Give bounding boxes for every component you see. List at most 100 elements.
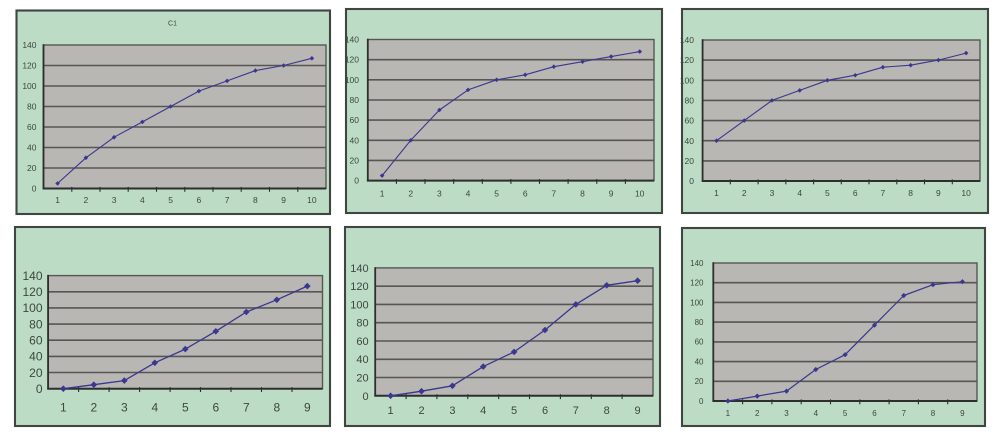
svg-text:140: 140 bbox=[350, 263, 368, 275]
svg-text:120: 120 bbox=[680, 55, 694, 65]
svg-text:40: 40 bbox=[29, 350, 43, 364]
svg-text:9: 9 bbox=[304, 400, 311, 414]
svg-text:8: 8 bbox=[931, 409, 936, 418]
svg-text:3: 3 bbox=[112, 195, 117, 205]
svg-text:8: 8 bbox=[604, 405, 610, 417]
svg-text:3: 3 bbox=[784, 409, 789, 418]
svg-text:140: 140 bbox=[22, 269, 42, 283]
svg-text:3: 3 bbox=[449, 405, 455, 417]
svg-text:1: 1 bbox=[60, 400, 67, 414]
svg-text:9: 9 bbox=[281, 195, 286, 205]
svg-text:140: 140 bbox=[345, 35, 359, 45]
svg-text:100: 100 bbox=[680, 75, 694, 85]
svg-text:120: 120 bbox=[350, 281, 368, 293]
svg-text:1: 1 bbox=[388, 405, 394, 417]
svg-text:120: 120 bbox=[345, 55, 359, 65]
svg-text:40: 40 bbox=[685, 136, 695, 146]
svg-text:7: 7 bbox=[573, 405, 579, 417]
svg-text:60: 60 bbox=[350, 115, 360, 125]
svg-text:10: 10 bbox=[307, 195, 317, 205]
svg-text:1: 1 bbox=[380, 189, 385, 199]
svg-text:7: 7 bbox=[225, 195, 230, 205]
svg-text:40: 40 bbox=[27, 143, 37, 153]
svg-text:20: 20 bbox=[27, 163, 37, 173]
svg-text:9: 9 bbox=[960, 409, 965, 418]
svg-text:3: 3 bbox=[770, 188, 775, 198]
svg-text:C1: C1 bbox=[168, 21, 177, 28]
svg-text:0: 0 bbox=[689, 176, 694, 186]
svg-text:9: 9 bbox=[609, 189, 614, 199]
svg-text:2: 2 bbox=[755, 409, 760, 418]
svg-text:0: 0 bbox=[362, 391, 368, 403]
svg-text:2: 2 bbox=[742, 188, 747, 198]
svg-text:100: 100 bbox=[345, 75, 359, 85]
svg-text:100: 100 bbox=[690, 298, 704, 307]
svg-text:60: 60 bbox=[685, 116, 695, 126]
svg-text:8: 8 bbox=[273, 400, 280, 414]
svg-text:140: 140 bbox=[22, 40, 36, 50]
svg-text:120: 120 bbox=[22, 285, 42, 299]
svg-text:100: 100 bbox=[22, 81, 36, 91]
svg-text:5: 5 bbox=[825, 188, 830, 198]
svg-text:60: 60 bbox=[695, 338, 704, 347]
svg-text:4: 4 bbox=[797, 188, 802, 198]
svg-text:9: 9 bbox=[936, 188, 941, 198]
svg-text:80: 80 bbox=[350, 95, 360, 105]
svg-text:6: 6 bbox=[872, 409, 877, 418]
svg-text:3: 3 bbox=[121, 400, 128, 414]
svg-text:0: 0 bbox=[699, 397, 704, 406]
svg-text:100: 100 bbox=[22, 301, 42, 315]
svg-text:80: 80 bbox=[27, 102, 37, 112]
svg-text:5: 5 bbox=[511, 405, 517, 417]
svg-text:80: 80 bbox=[29, 317, 43, 331]
svg-text:1: 1 bbox=[726, 409, 731, 418]
svg-text:5: 5 bbox=[843, 409, 848, 418]
svg-text:7: 7 bbox=[902, 409, 907, 418]
svg-text:60: 60 bbox=[29, 334, 43, 348]
svg-text:5: 5 bbox=[182, 400, 189, 414]
svg-text:7: 7 bbox=[243, 400, 250, 414]
svg-text:6: 6 bbox=[212, 400, 219, 414]
svg-text:2: 2 bbox=[84, 195, 89, 205]
svg-text:6: 6 bbox=[197, 195, 202, 205]
svg-text:10: 10 bbox=[635, 189, 645, 199]
svg-text:0: 0 bbox=[36, 382, 43, 396]
svg-text:0: 0 bbox=[354, 176, 359, 186]
svg-text:140: 140 bbox=[690, 259, 704, 268]
svg-text:1: 1 bbox=[55, 195, 60, 205]
svg-text:80: 80 bbox=[685, 96, 695, 106]
svg-text:40: 40 bbox=[350, 135, 360, 145]
svg-text:60: 60 bbox=[27, 122, 37, 132]
svg-text:4: 4 bbox=[466, 189, 471, 199]
svg-text:4: 4 bbox=[151, 400, 158, 414]
svg-text:8: 8 bbox=[580, 189, 585, 199]
svg-text:6: 6 bbox=[853, 188, 858, 198]
svg-text:2: 2 bbox=[90, 400, 97, 414]
svg-text:2: 2 bbox=[408, 189, 413, 199]
svg-text:140: 140 bbox=[680, 35, 694, 45]
svg-text:4: 4 bbox=[140, 195, 145, 205]
svg-text:80: 80 bbox=[695, 318, 704, 327]
svg-text:6: 6 bbox=[542, 405, 548, 417]
svg-text:80: 80 bbox=[356, 318, 368, 330]
svg-text:3: 3 bbox=[437, 189, 442, 199]
svg-text:0: 0 bbox=[32, 184, 37, 194]
svg-text:40: 40 bbox=[356, 354, 368, 366]
svg-text:7: 7 bbox=[881, 188, 886, 198]
svg-text:2: 2 bbox=[418, 405, 424, 417]
svg-text:40: 40 bbox=[695, 358, 704, 367]
svg-text:4: 4 bbox=[814, 409, 819, 418]
svg-text:1: 1 bbox=[714, 188, 719, 198]
svg-text:5: 5 bbox=[168, 195, 173, 205]
svg-text:20: 20 bbox=[695, 377, 704, 386]
svg-text:8: 8 bbox=[908, 188, 913, 198]
svg-text:20: 20 bbox=[356, 373, 368, 385]
svg-text:20: 20 bbox=[685, 156, 695, 166]
svg-text:7: 7 bbox=[551, 189, 556, 199]
svg-text:9: 9 bbox=[635, 405, 641, 417]
svg-text:10: 10 bbox=[961, 188, 971, 198]
svg-text:60: 60 bbox=[356, 336, 368, 348]
svg-text:120: 120 bbox=[22, 61, 36, 71]
svg-text:8: 8 bbox=[253, 195, 258, 205]
svg-text:5: 5 bbox=[494, 189, 499, 199]
